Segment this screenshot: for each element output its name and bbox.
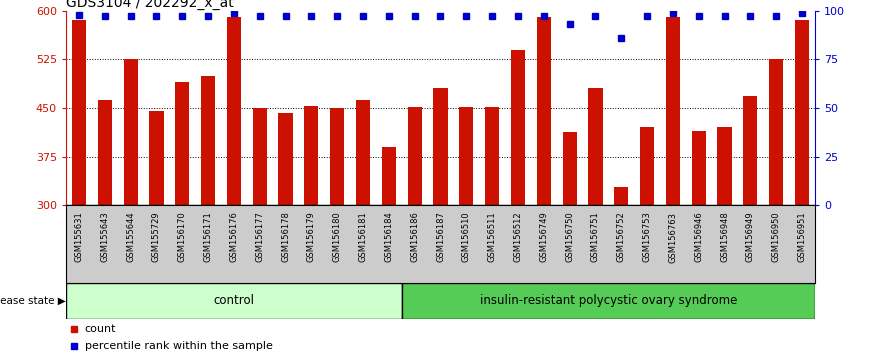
Text: GSM156180: GSM156180 [333, 212, 342, 262]
Bar [123, 59, 137, 205]
Text: GSM156511: GSM156511 [488, 212, 497, 262]
Bar [98, 100, 112, 205]
Bar [666, 17, 680, 205]
Bar [253, 108, 267, 205]
Text: GSM155631: GSM155631 [75, 212, 84, 262]
Bar [511, 50, 525, 205]
Bar [485, 107, 500, 205]
Text: percentile rank within the sample: percentile rank within the sample [85, 341, 273, 351]
Text: GSM156179: GSM156179 [307, 212, 316, 262]
Bar [717, 127, 731, 205]
Text: GSM156949: GSM156949 [746, 212, 755, 262]
Text: GSM156171: GSM156171 [204, 212, 212, 262]
Text: disease state ▶: disease state ▶ [0, 296, 66, 306]
Bar [201, 75, 215, 205]
Text: GSM156176: GSM156176 [229, 212, 239, 262]
Bar [640, 127, 655, 205]
Text: GSM156170: GSM156170 [178, 212, 187, 262]
Text: GSM156510: GSM156510 [462, 212, 470, 262]
Bar [304, 106, 319, 205]
Text: GSM156946: GSM156946 [694, 212, 703, 262]
Bar [589, 88, 603, 205]
Text: count: count [85, 324, 116, 333]
Text: GSM155644: GSM155644 [126, 212, 135, 262]
Bar [459, 107, 473, 205]
Text: GSM156187: GSM156187 [436, 212, 445, 262]
Text: control: control [213, 295, 255, 307]
Text: GSM156749: GSM156749 [539, 212, 548, 262]
Text: GSM156948: GSM156948 [720, 212, 729, 262]
Text: GSM156512: GSM156512 [514, 212, 522, 262]
Bar [692, 131, 706, 205]
Bar [226, 17, 241, 205]
Bar [744, 96, 758, 205]
Bar [150, 111, 164, 205]
Text: GSM156950: GSM156950 [772, 212, 781, 262]
Bar [795, 20, 809, 205]
Bar [278, 113, 292, 205]
Text: GSM156750: GSM156750 [565, 212, 574, 262]
Bar [330, 108, 344, 205]
Text: insulin-resistant polycystic ovary syndrome: insulin-resistant polycystic ovary syndr… [479, 295, 737, 307]
Bar [408, 107, 422, 205]
Text: GSM156752: GSM156752 [617, 212, 626, 262]
Bar [72, 20, 86, 205]
Bar [537, 17, 551, 205]
Text: GDS3104 / 202292_x_at: GDS3104 / 202292_x_at [66, 0, 233, 10]
Text: GSM156181: GSM156181 [359, 212, 367, 262]
Bar [562, 132, 577, 205]
Text: GSM156177: GSM156177 [255, 212, 264, 262]
Bar [433, 88, 448, 205]
Text: GSM156184: GSM156184 [384, 212, 393, 262]
Text: GSM156951: GSM156951 [797, 212, 806, 262]
Text: GSM156753: GSM156753 [642, 212, 652, 262]
Bar [175, 82, 189, 205]
Text: GSM156178: GSM156178 [281, 212, 290, 262]
Text: GSM155729: GSM155729 [152, 212, 161, 262]
Bar [381, 147, 396, 205]
Bar [402, 283, 815, 319]
Bar [614, 187, 628, 205]
Bar [66, 283, 402, 319]
Text: GSM156763: GSM156763 [669, 212, 677, 263]
Text: GSM155643: GSM155643 [100, 212, 109, 262]
Bar [356, 100, 370, 205]
Text: GSM156751: GSM156751 [591, 212, 600, 262]
Bar [769, 59, 783, 205]
Text: GSM156186: GSM156186 [411, 212, 419, 262]
